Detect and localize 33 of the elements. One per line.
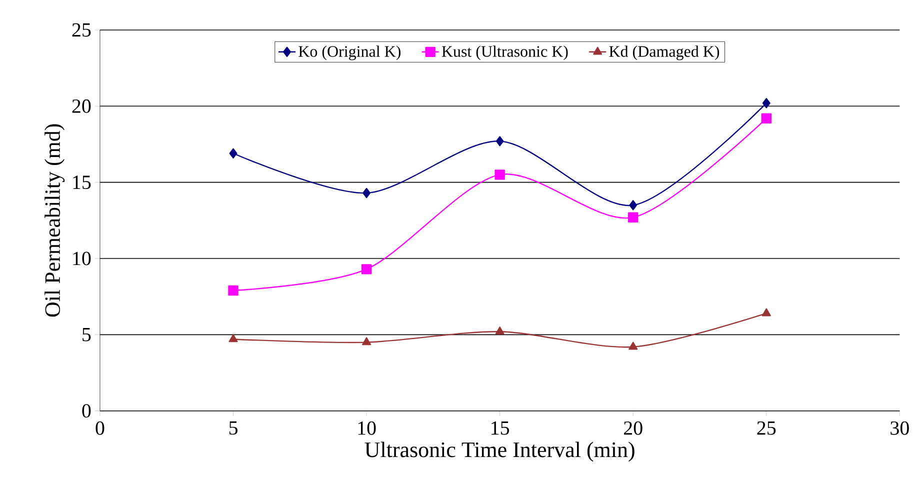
x-tick-label: 0 — [96, 421, 104, 435]
point — [761, 113, 772, 124]
point — [628, 342, 638, 350]
point — [495, 326, 504, 335]
x-tick-label: 25 — [757, 421, 776, 435]
legend-label: Ko (Original K) — [298, 46, 400, 60]
x-tick-label: 15 — [492, 421, 510, 435]
point — [762, 308, 771, 316]
x-tick-label: 20 — [624, 421, 642, 435]
point — [362, 188, 371, 198]
y-tick-label: 10 — [73, 252, 91, 266]
legend-label: Kd (Damaged K) — [609, 46, 720, 60]
point — [228, 285, 238, 296]
point — [229, 148, 238, 159]
x-axis-title: Ultrasonic Time Interval (min) — [364, 442, 634, 462]
x-tick-label: 30 — [890, 421, 909, 435]
x-tick-label: 5 — [229, 421, 238, 435]
point — [362, 337, 372, 346]
y-tick-label: 15 — [73, 176, 91, 190]
point — [361, 264, 372, 274]
point — [494, 170, 505, 180]
point — [228, 334, 238, 342]
point — [629, 200, 638, 210]
y-tick-label: 5 — [82, 328, 91, 342]
y-tick-label: 20 — [72, 100, 91, 113]
point — [496, 136, 504, 146]
y-tick-label: 0 — [82, 404, 91, 418]
point — [762, 98, 770, 108]
y-tick-label: 25 — [72, 23, 91, 37]
point — [628, 212, 638, 223]
y-axis-title: Oil Permeability (md) — [44, 124, 65, 317]
legend-label: Kust (Ultrasonic K) — [442, 46, 568, 60]
x-tick-label: 10 — [358, 421, 376, 435]
